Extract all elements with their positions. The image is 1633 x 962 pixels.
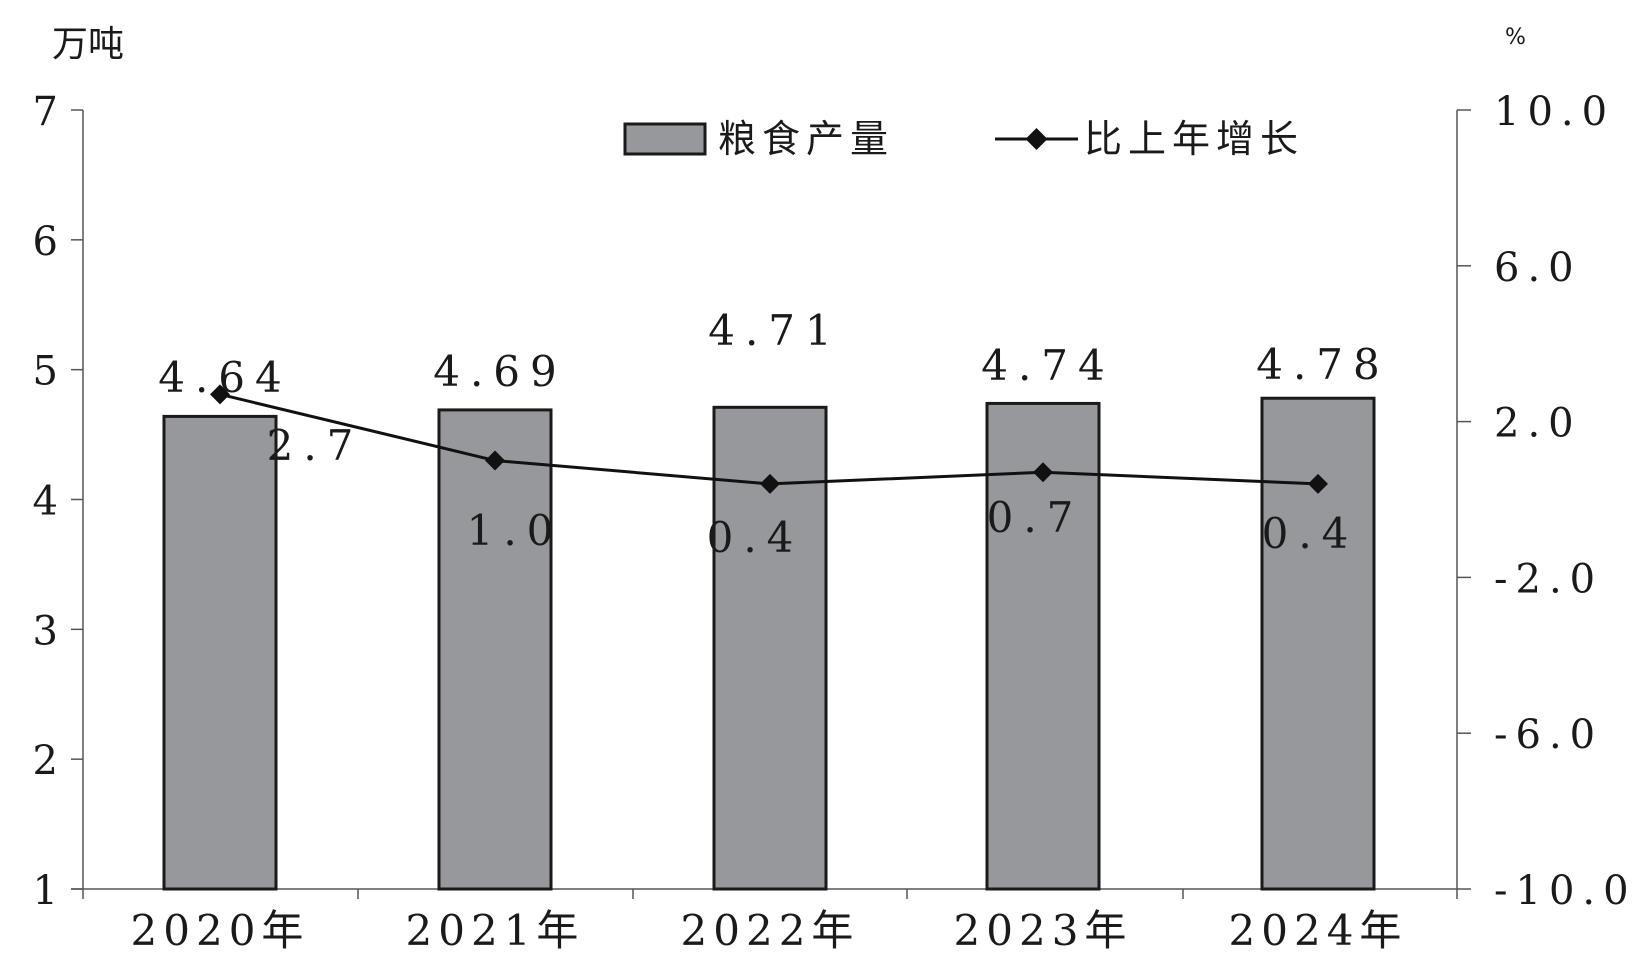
y2-tick-label: 10.0 bbox=[1494, 89, 1615, 135]
y-tick-label: 2 bbox=[33, 738, 58, 784]
bars bbox=[162, 396, 1376, 891]
axes: 1 2 3 4 5 6 7 -10.0 -6.0 -2.0 2.0 6.0 10.0 2020年 2021年… bbox=[33, 89, 1633, 955]
bar bbox=[985, 401, 1101, 891]
legend-bar-swatch bbox=[623, 122, 707, 156]
x-tick-label: 2020年 bbox=[131, 906, 310, 955]
y-tick-label: 1 bbox=[33, 868, 58, 914]
bar-value-label: 4.64 bbox=[158, 353, 292, 402]
x-tick-label: 2023年 bbox=[954, 906, 1133, 955]
y-tick-label: 4 bbox=[33, 479, 58, 525]
y2-tick-label: -2.0 bbox=[1494, 556, 1603, 602]
bar-value-label: 4.69 bbox=[433, 347, 567, 396]
y-tick-label: 7 bbox=[33, 89, 58, 135]
bar bbox=[162, 414, 278, 891]
growth-value-label: 0.4 bbox=[707, 513, 804, 562]
growth-value-label: 0.7 bbox=[987, 493, 1084, 542]
x-tick-label: 2021年 bbox=[406, 906, 585, 955]
y-tick-label: 6 bbox=[33, 219, 58, 265]
x-tick-label: 2024年 bbox=[1229, 906, 1408, 955]
growth-point bbox=[210, 384, 230, 405]
y-tick-label: 3 bbox=[33, 608, 58, 654]
x-tick-label: 2022年 bbox=[681, 906, 860, 955]
growth-point bbox=[760, 473, 780, 494]
growth-value-label: 1.0 bbox=[467, 506, 564, 555]
growth-point bbox=[485, 450, 505, 471]
legend-line-marker bbox=[1025, 128, 1048, 150]
y2-axis-unit: % bbox=[1505, 25, 1526, 50]
y-tick-label: 5 bbox=[33, 349, 58, 395]
growth-point bbox=[1033, 462, 1053, 483]
bar bbox=[1260, 396, 1376, 891]
bar-value-label: 4.74 bbox=[981, 341, 1115, 390]
y2-tick-label: -6.0 bbox=[1494, 712, 1603, 758]
growth-line-layer bbox=[210, 384, 1328, 494]
y2-tick-label: 2.0 bbox=[1494, 401, 1582, 447]
legend: 粮食产量 比上年增长 bbox=[623, 117, 1304, 161]
growth-value-label: 0.4 bbox=[1262, 509, 1359, 558]
legend-line-label: 比上年增长 bbox=[1084, 117, 1304, 161]
legend-bar-label: 粮食产量 bbox=[718, 117, 894, 161]
growth-point bbox=[1308, 473, 1328, 494]
y2-tick-label: -10.0 bbox=[1494, 868, 1633, 914]
y2-tick-label: 6.0 bbox=[1494, 245, 1582, 291]
bar-value-label: 4.71 bbox=[708, 306, 842, 355]
data-labels: 4.64 4.69 4.71 4.74 4.78 2.7 1.0 0.4 0.7 0.4 bbox=[158, 306, 1390, 562]
bar-value-label: 4.78 bbox=[1256, 340, 1390, 389]
y-axis-unit: 万吨 bbox=[52, 24, 124, 65]
bar bbox=[437, 408, 553, 891]
growth-value-label: 2.7 bbox=[267, 421, 364, 470]
